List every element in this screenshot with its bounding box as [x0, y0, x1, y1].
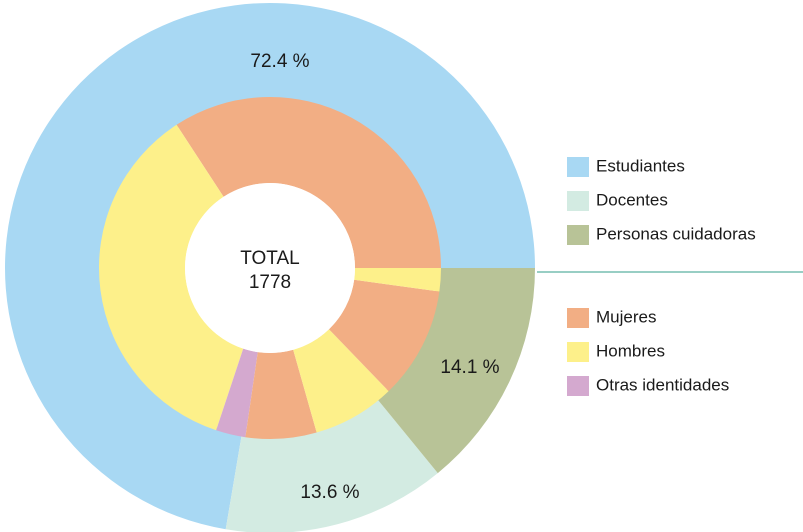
legend-label: Hombres	[596, 341, 665, 360]
legend-swatch	[567, 191, 589, 211]
legend-label: Docentes	[596, 190, 668, 209]
center-total: 1778	[249, 272, 291, 293]
value-label: 72.4 %	[250, 51, 309, 72]
legend-swatch	[567, 308, 589, 328]
center-hole	[185, 183, 355, 353]
outer-slice	[5, 3, 536, 530]
inner-slice	[216, 348, 258, 438]
inner-slice	[245, 349, 317, 440]
legend-label: Estudiantes	[596, 156, 685, 175]
legend-swatch	[567, 342, 589, 362]
legend-label: Mujeres	[596, 307, 656, 326]
legend-swatch	[567, 157, 589, 177]
inner-slice	[354, 268, 441, 292]
center-label: TOTAL	[240, 248, 299, 269]
legend-label: Otras identidades	[596, 375, 729, 394]
inner-slice	[293, 329, 389, 433]
outer-slice	[225, 398, 438, 532]
value-label: 14.1 %	[440, 357, 499, 378]
outer-slice	[376, 268, 535, 474]
legend-swatch	[567, 376, 589, 396]
inner-slice	[328, 279, 440, 392]
legend-swatch	[567, 225, 589, 245]
inner-slice	[176, 97, 441, 269]
value-label: 13.6 %	[300, 482, 359, 503]
legend-label: Personas cuidadoras	[596, 224, 756, 243]
inner-slice	[99, 124, 244, 431]
